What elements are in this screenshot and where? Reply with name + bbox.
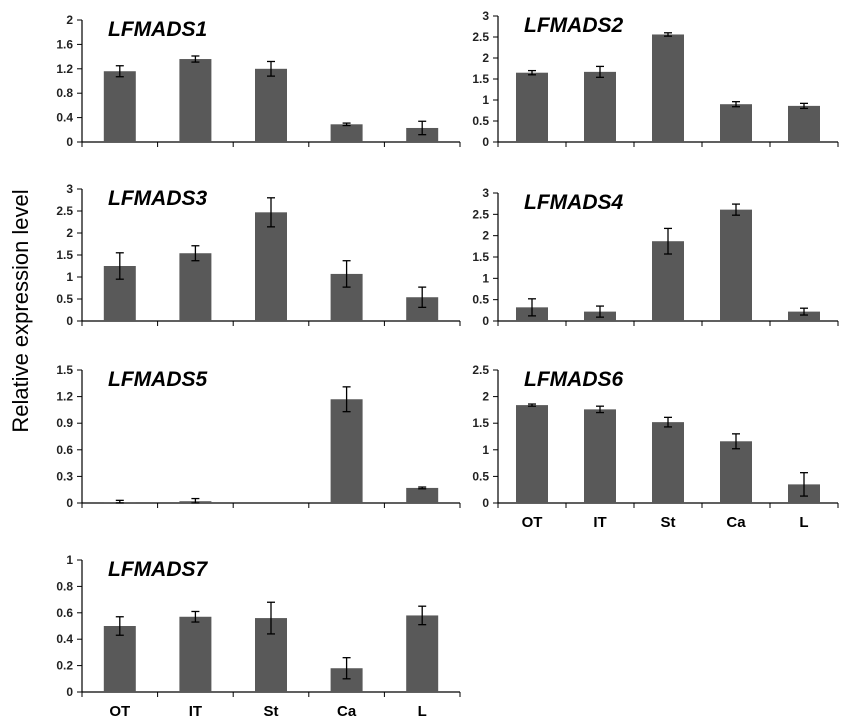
y-tick-label: 1.2 [56, 390, 73, 404]
y-tick-label: 1 [482, 93, 489, 107]
y-tick-label: 0 [66, 685, 73, 699]
y-tick-label: 2.5 [472, 30, 489, 44]
y-tick-label: 2 [66, 13, 73, 27]
x-tick-label: OT [522, 514, 543, 531]
y-tick-label: 0.2 [56, 659, 73, 673]
panel-lfmads7: 0 0.2 0.4 0.6 0.8 1 OT IT St Ca L LFMADS7 [56, 553, 461, 720]
panel-lfmads6: 0 0.5 1 1.5 2 2.5 OT IT St Ca L LFMADS6 [472, 363, 839, 531]
bar-ca [330, 668, 363, 692]
panel-lfmads4: 0 0.5 1 1.5 2 2.5 3 LFMADS4 [472, 186, 839, 328]
y-tick-label: 1 [66, 553, 73, 567]
y-tick-label: 0.4 [56, 111, 73, 125]
y-tick-label: 0.9 [56, 416, 73, 430]
y-tick-label: 2 [482, 390, 489, 404]
x-tick-label: IT [593, 514, 606, 531]
bar-it [584, 409, 616, 503]
x-tick-label: Ca [337, 703, 357, 720]
y-tick-label: 1.5 [472, 250, 489, 264]
y-tick-label: 1.6 [56, 37, 73, 51]
panel-lfmads3: 0 0.5 1 1.5 2 2.5 3 LFMADS3 [56, 182, 461, 328]
y-tick-label: 1.5 [472, 416, 489, 430]
bar-st [652, 34, 684, 143]
bar-l [788, 105, 820, 142]
y-tick-label: 0.5 [472, 114, 489, 128]
y-tick-label: 3 [482, 186, 489, 200]
y-tick-label: 0.6 [56, 443, 73, 457]
bar-st [255, 212, 287, 321]
y-tick-label: 2 [482, 51, 489, 65]
panel-title: LFMADS7 [108, 558, 208, 581]
panel-lfmads1: 0 0.4 0.8 1.2 1.6 2 LFMADS1 [56, 13, 461, 149]
y-tick-label: 0 [482, 135, 489, 149]
y-tick-label: 0 [66, 496, 73, 510]
y-tick-label: 1.5 [472, 72, 489, 86]
panel-title: LFMADS3 [108, 187, 207, 210]
bar-it [584, 71, 616, 142]
y-tick-label: 3 [482, 9, 489, 23]
panel-title: LFMADS1 [108, 18, 207, 41]
y-tick-label: 1.5 [56, 248, 73, 262]
x-tick-label: Ca [726, 514, 746, 531]
panel-title: LFMADS4 [524, 191, 623, 214]
bar-ot [103, 626, 136, 692]
y-tick-label: 0.5 [472, 469, 489, 483]
y-tick-label: 1 [482, 443, 489, 457]
bar-ot [103, 71, 136, 142]
x-tick-label: OT [109, 703, 130, 720]
bar-ca [720, 209, 752, 321]
bar-ca [720, 104, 752, 142]
bar-l [406, 297, 439, 321]
bar-it [179, 59, 212, 142]
y-tick-label: 0.8 [56, 86, 73, 100]
y-tick-label: 0 [482, 496, 489, 510]
y-tick-label: 0.4 [56, 632, 73, 646]
bar-l [406, 487, 439, 503]
bar-l [406, 615, 439, 692]
y-tick-label: 0 [66, 135, 73, 149]
x-tick-label: L [799, 514, 808, 531]
panel-lfmads2: 0 0.5 1 1.5 2 2.5 3 LFMADS2 [472, 9, 839, 149]
y-tick-label: 2 [482, 229, 489, 243]
bar-ot [516, 405, 548, 503]
y-tick-label: 1.5 [56, 363, 73, 377]
bar-st [255, 68, 287, 142]
y-tick-label: 0.3 [56, 469, 73, 483]
bar-l [788, 311, 820, 321]
bar-st [652, 422, 684, 503]
x-tick-label: L [418, 703, 427, 720]
bar-ca [330, 124, 363, 142]
bar-it [179, 616, 212, 692]
y-tick-label: 0.8 [56, 579, 73, 593]
y-tick-label: 2 [66, 226, 73, 240]
panel-lfmads5: 0 0.3 0.6 0.9 1.2 1.5 LFMADS5 [56, 363, 461, 510]
panel-title: LFMADS5 [108, 368, 207, 391]
y-tick-label: 0 [482, 314, 489, 328]
bar-ot [516, 72, 548, 142]
panel-title: LFMADS6 [524, 368, 623, 391]
y-tick-label: 2.5 [472, 207, 489, 221]
y-tick-label: 0.5 [472, 293, 489, 307]
x-tick-label: St [264, 703, 279, 720]
x-tick-label: St [661, 514, 676, 531]
y-tick-label: 0.6 [56, 606, 73, 620]
y-tick-label: 1 [482, 271, 489, 285]
y-tick-label: 0.5 [56, 292, 73, 306]
bar-ca [720, 441, 752, 503]
bar-it [179, 253, 212, 321]
y-tick-label: 1.2 [56, 62, 73, 76]
y-tick-label: 2.5 [56, 204, 73, 218]
y-tick-label: 1 [66, 270, 73, 284]
bar-ca [330, 399, 363, 503]
panel-title: LFMADS2 [524, 14, 623, 37]
y-tick-label: 2.5 [472, 363, 489, 377]
y-tick-label: 0 [66, 314, 73, 328]
y-tick-label: 3 [66, 182, 73, 196]
x-tick-label: IT [189, 703, 202, 720]
